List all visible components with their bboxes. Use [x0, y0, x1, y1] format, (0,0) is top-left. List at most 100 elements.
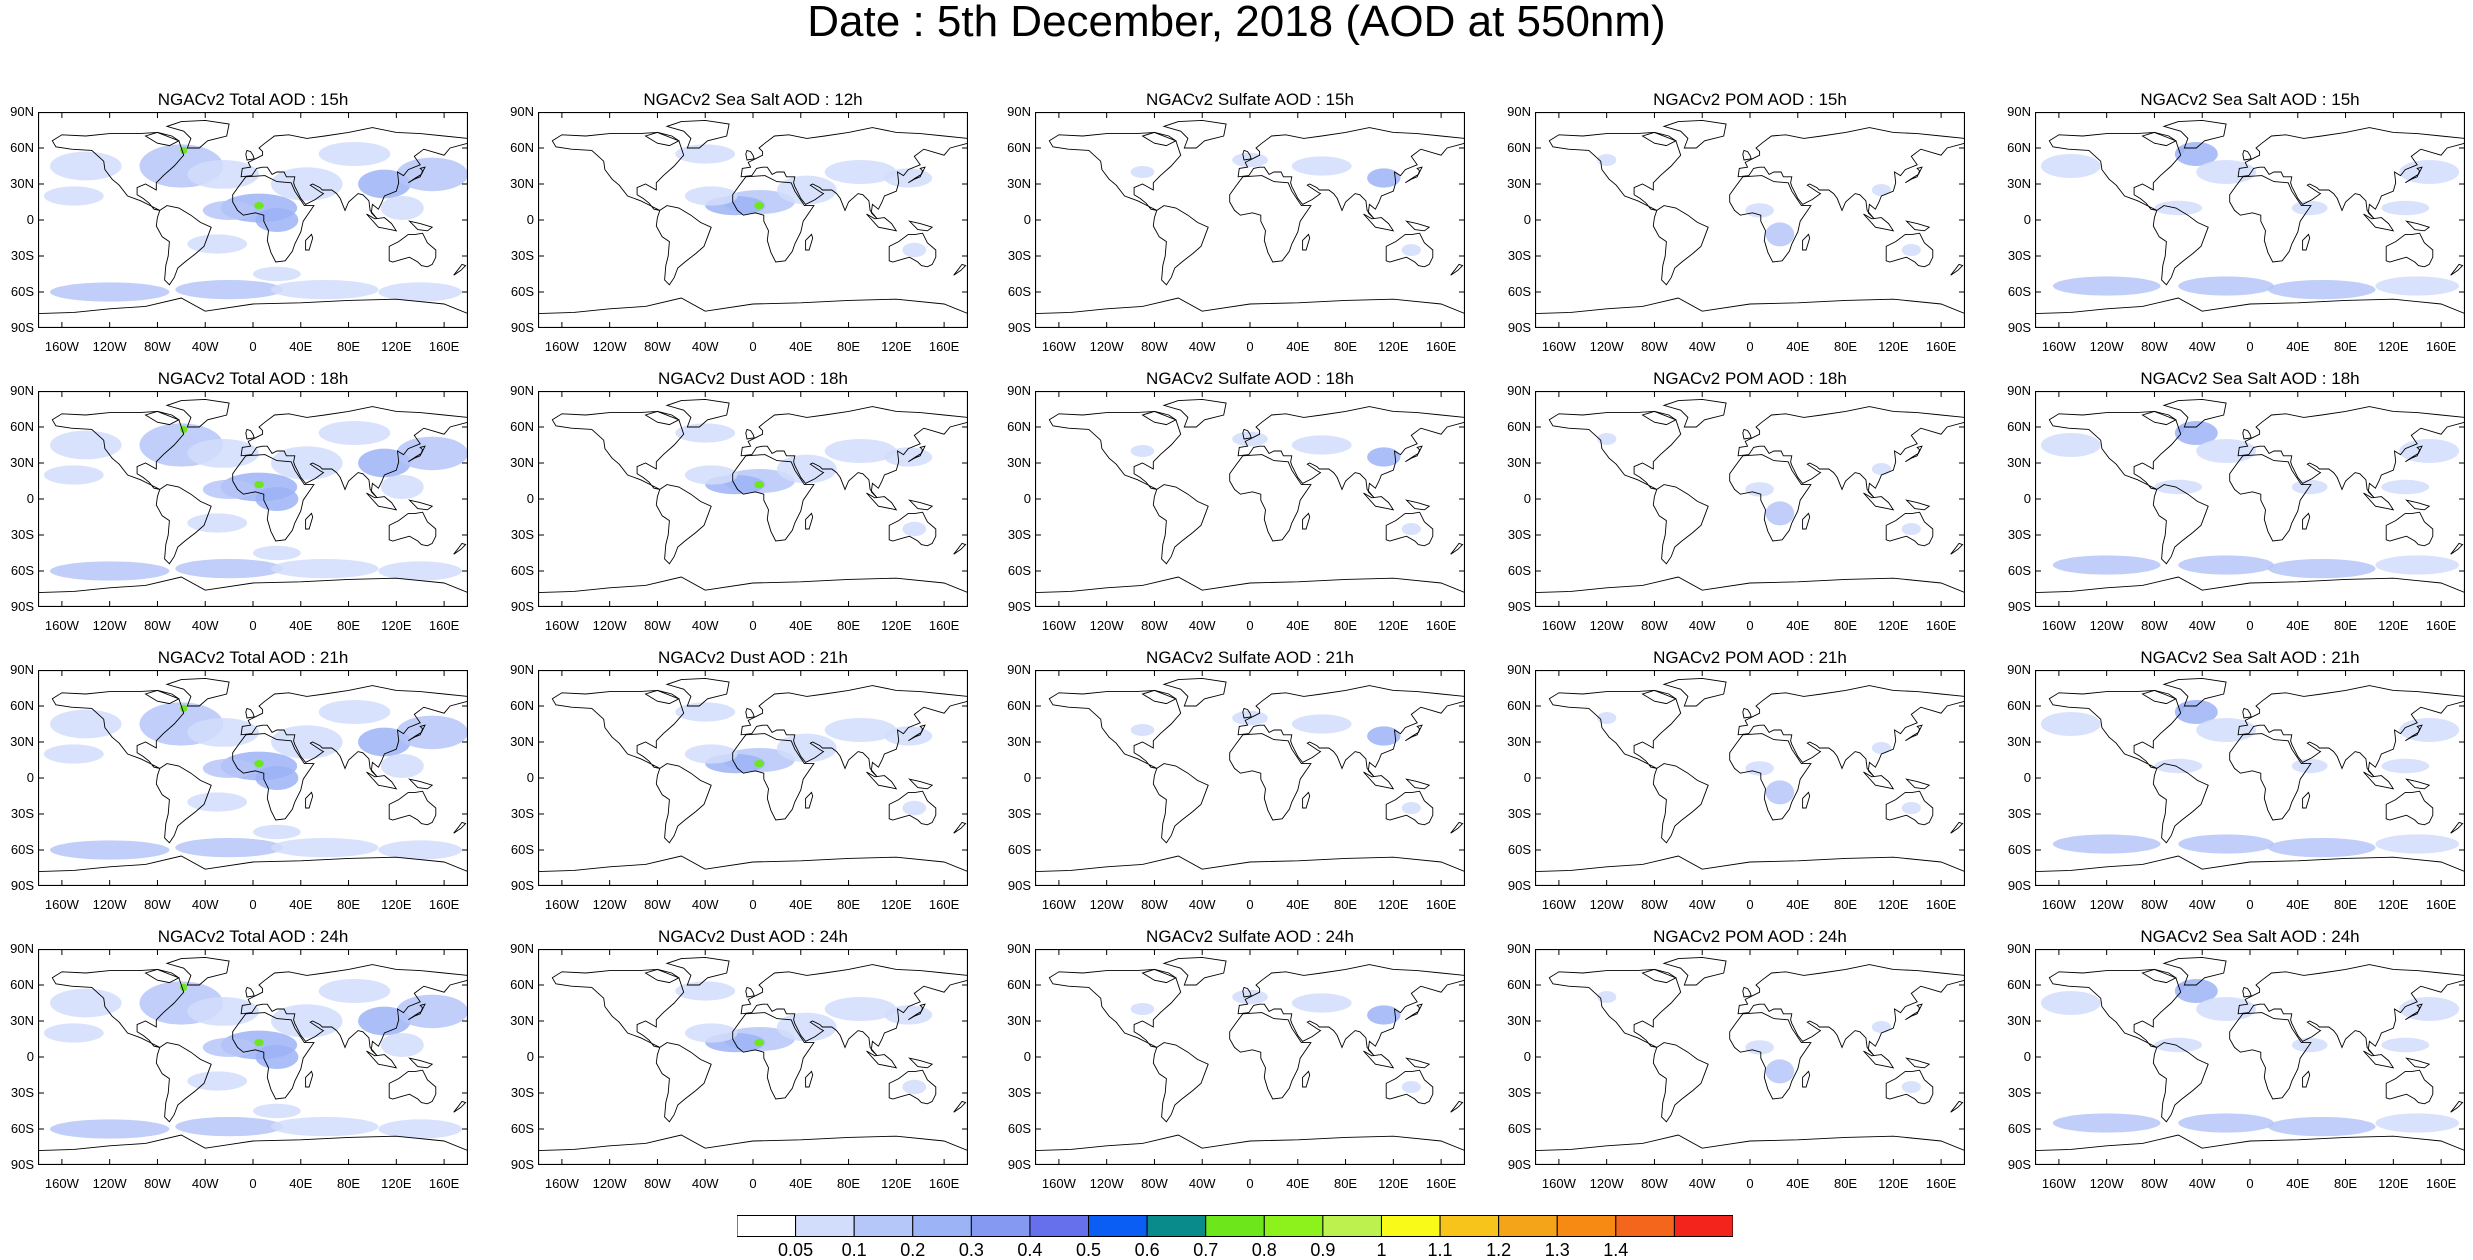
aod-plume: [675, 423, 736, 443]
lat-tick-label: 90S: [1507, 320, 1531, 335]
aod-map: [38, 391, 468, 607]
aod-plume: [884, 168, 933, 188]
coastline-baffin: [1141, 968, 1177, 984]
coastline-eurasia: [2237, 127, 2465, 220]
coastline-uk: [2242, 428, 2252, 440]
coastline-antarctica: [1035, 855, 1465, 886]
lat-tick-label: 60N: [10, 977, 34, 992]
coastline-australia: [388, 1069, 437, 1105]
coastline-indonesia: [366, 1050, 398, 1069]
aod-plume: [202, 479, 256, 499]
map-panel: NGACv2 Sea Salt AOD : 15h 90N 60N 30N 0 30S 60…: [2007, 90, 2465, 386]
lat-tick-label: 30S: [2007, 527, 2031, 542]
coastline-baffin: [144, 131, 180, 147]
coastline-greenland: [1162, 119, 1227, 149]
lon-tick-label: 40W: [1688, 1176, 1716, 1191]
coastline-australia: [2385, 232, 2434, 268]
lon-tick-label: 160W: [544, 1176, 579, 1191]
map-background: [1535, 391, 1965, 607]
aod-plume: [378, 561, 463, 581]
lat-tick-label: 60S: [2007, 1121, 2031, 1136]
coastline-nz: [953, 542, 967, 555]
lat-tick-label: 0: [26, 770, 34, 785]
lon-tick-label: 160E: [928, 897, 960, 912]
aod-plume: [318, 142, 391, 166]
panel-title: NGACv2 Sea Salt AOD : 24h: [2140, 927, 2360, 946]
lat-tick-label: 90S: [2007, 599, 2031, 614]
colorbar-swatch: [1088, 1215, 1148, 1237]
aod-plume: [824, 718, 897, 742]
colorbar-swatch: [853, 1215, 914, 1237]
aod-plume: [50, 151, 122, 181]
aod-plume: [1745, 203, 1774, 218]
aod-plume: [2052, 276, 2161, 296]
coastline-australia: [1885, 232, 1934, 268]
lon-tick-label: 120E: [381, 1176, 412, 1191]
aod-plume: [1291, 156, 1352, 176]
aod-plume: [2381, 479, 2430, 495]
lat-tick-label: 60S: [1507, 563, 1531, 578]
coastline-antarctica: [538, 855, 968, 886]
coastline-baffin: [2141, 689, 2177, 705]
aod-plume: [824, 997, 897, 1021]
lon-tick-label: 160E: [928, 1176, 960, 1191]
coastline-namerica: [51, 410, 185, 490]
aod-plume: [2267, 280, 2376, 300]
lat-tick-label: 30N: [2007, 455, 2031, 470]
lon-tick-label: 0: [249, 339, 257, 354]
aod-plume: [2375, 834, 2459, 854]
aod-plume: [43, 186, 104, 206]
lon-tick-label: 40E: [289, 618, 313, 633]
lon-tick-label: 40E: [789, 897, 813, 912]
lat-tick-label: 30N: [2007, 176, 2031, 191]
aod-plume: [754, 481, 764, 489]
lat-tick-label: 60S: [510, 842, 534, 857]
colorbar-label: 0.3: [958, 1240, 984, 1260]
aod-plume: [2052, 1113, 2161, 1133]
aod-plume: [1401, 244, 1421, 256]
panel-title: NGACv2 POM AOD : 15h: [1653, 90, 1847, 109]
coastline-madagascar: [305, 1070, 314, 1088]
aod-plume: [255, 487, 299, 511]
coastline-eurasia: [240, 685, 468, 778]
coastline-antarctica: [538, 1134, 968, 1165]
aod-plume: [187, 792, 248, 812]
lat-tick-label: 30S: [1507, 527, 1531, 542]
coastline-eurasia: [740, 964, 968, 1057]
coastline-papua: [1405, 220, 1431, 232]
lat-tick-label: 60S: [1007, 842, 1031, 857]
aod-plume: [1745, 1040, 1774, 1055]
coastline-greenland: [165, 956, 230, 986]
colorbar-swatch: [970, 1215, 1031, 1237]
lon-tick-label: 120E: [1378, 618, 1409, 633]
lat-tick-label: 60N: [510, 977, 534, 992]
coastline-madagascar: [2302, 1070, 2311, 1088]
map-panel: NGACv2 Sea Salt AOD : 18h 90N 60N 30N 0 30S 60…: [2007, 369, 2465, 665]
lon-tick-label: 160W: [1541, 897, 1576, 912]
aod-plume: [49, 840, 170, 860]
coastline-namerica: [2048, 689, 2182, 769]
aod-plume: [884, 447, 933, 467]
coastline-antarctica: [38, 855, 468, 886]
aod-plume: [271, 1004, 343, 1038]
lon-tick-label: 40E: [789, 618, 813, 633]
coastline-indonesia: [866, 771, 898, 790]
lon-tick-label: 120W: [1089, 618, 1124, 633]
coastline-indonesia: [866, 492, 898, 511]
coastline-indonesia: [1363, 771, 1395, 790]
colorbar-label: 0.8: [1251, 1240, 1277, 1260]
lon-tick-label: 40E: [1286, 339, 1310, 354]
lon-tick-label: 80W: [2141, 618, 2168, 633]
coastline-indonesia: [1363, 492, 1395, 511]
coastline-antarctica: [538, 297, 968, 328]
aod-plume: [1901, 523, 1921, 535]
lon-tick-label: 40E: [1286, 1176, 1310, 1191]
coastline-baffin: [1141, 410, 1177, 426]
coastline-australia: [388, 790, 437, 826]
coastline-papua: [908, 1057, 934, 1069]
coastline-japan: [908, 1003, 926, 1021]
coastline-africa: [232, 454, 315, 542]
map-background: [1535, 949, 1965, 1165]
aod-plume: [1871, 742, 1891, 754]
coastline-uk: [2242, 149, 2252, 161]
